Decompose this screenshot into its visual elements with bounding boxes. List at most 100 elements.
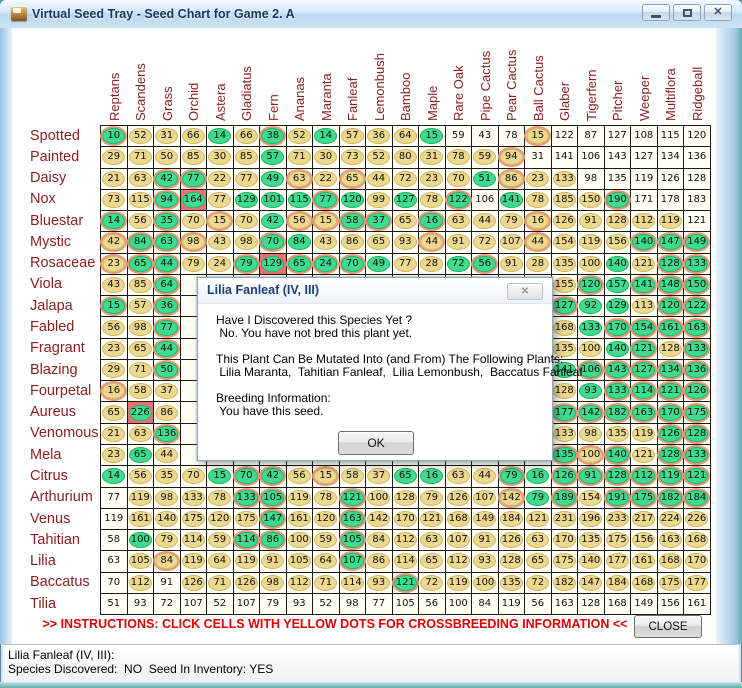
grid-cell[interactable]: 98 bbox=[339, 593, 366, 616]
grid-cell[interactable]: 170 bbox=[604, 317, 631, 339]
grid-cell[interactable]: 57 bbox=[260, 147, 287, 169]
grid-cell[interactable]: 77 bbox=[207, 189, 234, 212]
grid-cell[interactable]: 15 bbox=[207, 211, 234, 233]
grid-cell[interactable]: 168 bbox=[604, 593, 631, 616]
grid-cell[interactable]: 177 bbox=[684, 572, 711, 594]
grid-cell[interactable]: 50 bbox=[154, 147, 181, 169]
grid-cell[interactable]: 108 bbox=[631, 126, 658, 148]
grid-cell[interactable]: 30 bbox=[207, 147, 234, 169]
grid-cell[interactable]: 112 bbox=[445, 551, 472, 573]
grid-cell[interactable]: 170 bbox=[684, 551, 711, 573]
grid-cell[interactable]: 128 bbox=[657, 338, 684, 360]
grid-cell[interactable]: 128 bbox=[498, 551, 525, 573]
grid-cell[interactable]: 150 bbox=[684, 274, 711, 297]
grid-cell[interactable]: 91 bbox=[445, 232, 472, 254]
dialog-close-button[interactable]: ✕ bbox=[507, 283, 543, 300]
grid-cell[interactable]: 184 bbox=[684, 487, 711, 509]
grid-cell[interactable]: 142 bbox=[366, 508, 393, 531]
grid-cell[interactable]: 21 bbox=[101, 423, 128, 445]
grid-cell[interactable]: 112 bbox=[392, 530, 419, 552]
grid-cell[interactable]: 121 bbox=[339, 487, 366, 509]
grid-cell[interactable]: 115 bbox=[657, 126, 684, 148]
grid-cell[interactable]: 71 bbox=[313, 572, 340, 594]
grid-cell[interactable]: 71 bbox=[127, 147, 154, 169]
grid-cell[interactable]: 65 bbox=[101, 402, 128, 424]
grid-cell[interactable]: 114 bbox=[339, 572, 366, 594]
grid-cell[interactable]: 78 bbox=[445, 147, 472, 169]
grid-cell[interactable]: 119 bbox=[233, 551, 260, 573]
grid-cell[interactable]: 143 bbox=[604, 359, 631, 382]
grid-cell[interactable]: 86 bbox=[339, 232, 366, 254]
grid-cell[interactable]: 94 bbox=[154, 189, 181, 212]
grid-cell[interactable]: 168 bbox=[551, 317, 578, 339]
grid-cell[interactable]: 87 bbox=[578, 126, 605, 148]
grid-cell[interactable]: 50 bbox=[154, 359, 181, 382]
grid-cell[interactable]: 35 bbox=[154, 466, 181, 488]
grid-cell[interactable]: 79 bbox=[419, 487, 446, 509]
grid-cell[interactable]: 178 bbox=[657, 189, 684, 212]
grid-cell[interactable]: 120 bbox=[684, 126, 711, 148]
grid-cell[interactable]: 15 bbox=[525, 126, 552, 148]
grid-cell[interactable]: 233 bbox=[604, 508, 631, 531]
grid-cell[interactable]: 77 bbox=[392, 253, 419, 275]
grid-cell[interactable]: 63 bbox=[101, 551, 128, 573]
grid-cell[interactable]: 128 bbox=[657, 444, 684, 467]
grid-cell[interactable]: 140 bbox=[631, 232, 658, 254]
grid-cell[interactable]: 133 bbox=[180, 487, 207, 509]
grid-cell[interactable]: 141 bbox=[631, 274, 658, 297]
grid-cell[interactable]: 154 bbox=[551, 232, 578, 254]
grid-cell[interactable]: 93 bbox=[286, 593, 313, 616]
grid-cell[interactable]: 43 bbox=[101, 274, 128, 297]
grid-cell[interactable]: 86 bbox=[154, 402, 181, 424]
grid-cell[interactable]: 175 bbox=[604, 530, 631, 552]
grid-cell[interactable]: 189 bbox=[551, 487, 578, 509]
grid-cell[interactable]: 170 bbox=[657, 402, 684, 424]
grid-cell[interactable]: 93 bbox=[472, 551, 499, 573]
grid-cell[interactable]: 30 bbox=[313, 147, 340, 169]
grid-cell[interactable]: 63 bbox=[154, 232, 181, 254]
grid-cell[interactable]: 135 bbox=[604, 168, 631, 190]
grid-cell[interactable]: 91 bbox=[498, 253, 525, 275]
grid-cell[interactable]: 63 bbox=[445, 466, 472, 488]
grid-cell[interactable]: 44 bbox=[472, 466, 499, 488]
grid-cell[interactable]: 120 bbox=[207, 508, 234, 531]
grid-cell[interactable]: 107 bbox=[339, 551, 366, 573]
grid-cell[interactable]: 100 bbox=[127, 530, 154, 552]
grid-cell[interactable]: 119 bbox=[631, 168, 658, 190]
grid-cell[interactable]: 21 bbox=[101, 168, 128, 190]
grid-cell[interactable]: 44 bbox=[525, 232, 552, 254]
grid-cell[interactable]: 42 bbox=[154, 168, 181, 190]
grid-cell[interactable]: 71 bbox=[286, 147, 313, 169]
grid-cell[interactable]: 133 bbox=[684, 253, 711, 275]
grid-cell[interactable]: 231 bbox=[551, 508, 578, 531]
grid-cell[interactable]: 98 bbox=[180, 232, 207, 254]
grid-cell[interactable]: 191 bbox=[604, 487, 631, 509]
grid-cell[interactable]: 161 bbox=[657, 317, 684, 339]
grid-cell[interactable]: 143 bbox=[604, 147, 631, 169]
grid-cell[interactable]: 135 bbox=[498, 572, 525, 594]
grid-cell[interactable]: 163 bbox=[631, 402, 658, 424]
grid-cell[interactable]: 15 bbox=[419, 126, 446, 148]
grid-cell[interactable]: 77 bbox=[154, 317, 181, 339]
grid-cell[interactable]: 121 bbox=[631, 253, 658, 275]
grid-cell[interactable]: 37 bbox=[366, 466, 393, 488]
grid-cell[interactable]: 73 bbox=[339, 147, 366, 169]
grid-cell[interactable]: 70 bbox=[260, 232, 287, 254]
grid-cell[interactable]: 133 bbox=[604, 381, 631, 403]
grid-cell[interactable]: 126 bbox=[551, 466, 578, 488]
grid-cell[interactable]: 42 bbox=[101, 232, 128, 254]
grid-cell[interactable]: 79 bbox=[154, 530, 181, 552]
grid-cell[interactable]: 128 bbox=[657, 253, 684, 275]
grid-cell[interactable]: 57 bbox=[127, 296, 154, 318]
grid-cell[interactable]: 175 bbox=[180, 508, 207, 531]
grid-cell[interactable]: 107 bbox=[445, 530, 472, 552]
grid-cell[interactable]: 122 bbox=[551, 126, 578, 148]
grid-cell[interactable]: 56 bbox=[472, 253, 499, 275]
grid-cell[interactable]: 56 bbox=[419, 593, 446, 616]
grid-cell[interactable]: 58 bbox=[339, 466, 366, 488]
grid-cell[interactable]: 121 bbox=[684, 211, 711, 233]
grid-cell[interactable]: 22 bbox=[313, 168, 340, 190]
grid-cell[interactable]: 14 bbox=[313, 126, 340, 148]
grid-cell[interactable]: 65 bbox=[127, 444, 154, 467]
grid-cell[interactable]: 128 bbox=[604, 466, 631, 488]
